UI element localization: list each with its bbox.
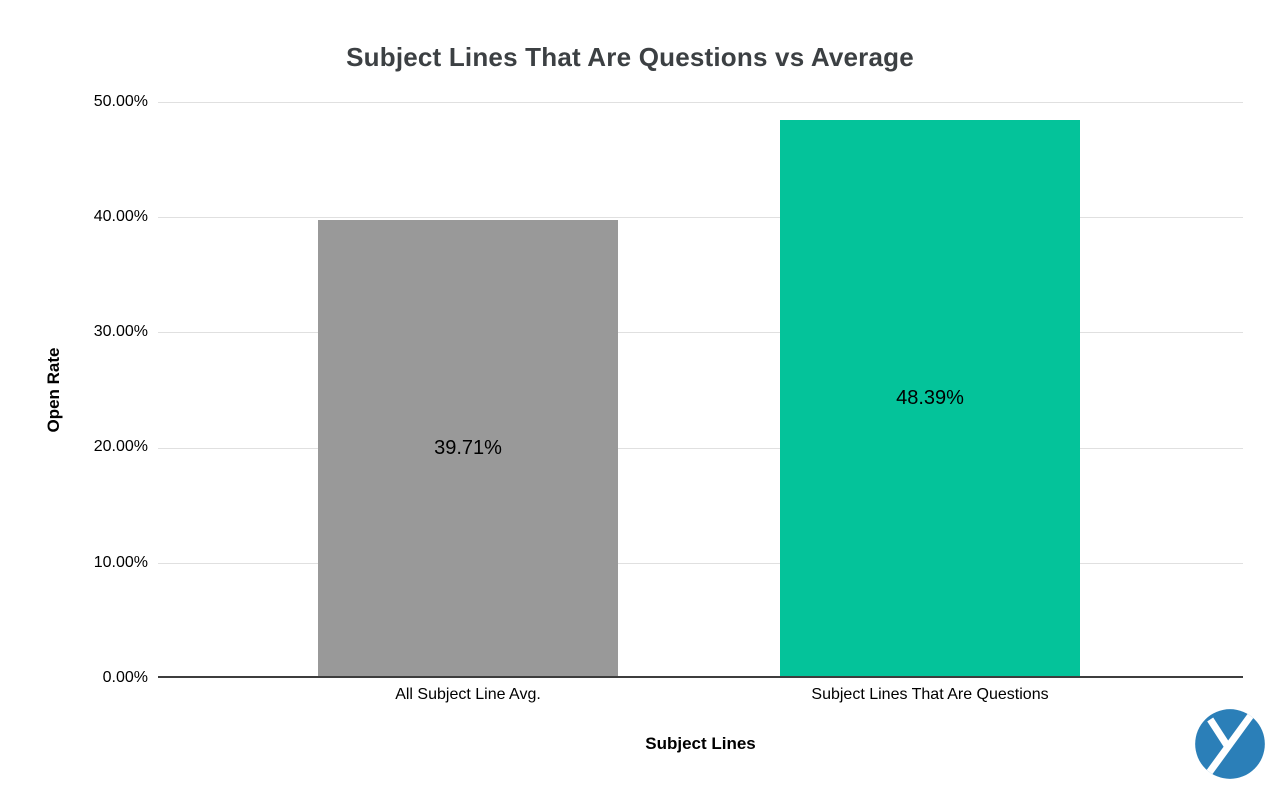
gridline-30 [158, 332, 1243, 333]
gridline-20 [158, 448, 1243, 449]
gridline-50 [158, 102, 1243, 103]
y-circle-logo-icon [1195, 709, 1265, 779]
y-tick-label-20: 20.00% [93, 438, 148, 455]
y-tick-label-50: 50.00% [93, 93, 148, 110]
bar-subject-lines-that-are-questions: 48.39% [780, 119, 1080, 677]
gridline-40 [158, 217, 1243, 218]
gridline-10 [158, 563, 1243, 564]
bar-value-label-all-subject-line-avg: 39.71% [434, 436, 502, 459]
plot-area: 39.71% 48.39% [158, 102, 1243, 678]
y-tick-label-0: 0.00% [102, 669, 148, 686]
bar-all-subject-line-avg: 39.71% [318, 219, 618, 677]
y-axis-title: Open Rate [44, 347, 63, 433]
chart-title: Subject Lines That Are Questions vs Aver… [346, 42, 914, 72]
bar-value-label-subject-lines-that-are-questions: 48.39% [896, 386, 964, 409]
x-axis-line [158, 676, 1243, 678]
y-tick-label-30: 30.00% [93, 323, 148, 340]
x-category-label-all-subject-line-avg: All Subject Line Avg. [395, 686, 541, 703]
y-tick-label-40: 40.00% [93, 208, 148, 225]
x-category-label-subject-lines-that-are-questions: Subject Lines That Are Questions [811, 686, 1049, 703]
y-tick-label-10: 10.00% [93, 554, 148, 571]
x-axis-title: Subject Lines [645, 734, 756, 753]
